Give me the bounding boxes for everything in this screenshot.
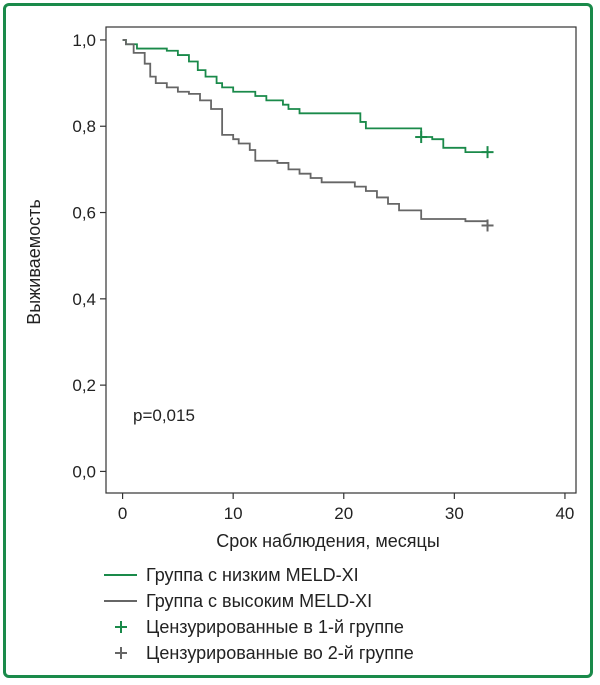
legend-entry: Группа с высоким MELD-XI bbox=[104, 591, 372, 611]
y-axis-label: Выживаемость bbox=[24, 199, 44, 324]
series-lines bbox=[122, 39, 489, 226]
legend: Группа с низким MELD-XI Группа с высоким … bbox=[104, 565, 414, 663]
y-tick-label: 0,2 bbox=[72, 376, 96, 395]
series-line-2 bbox=[122, 39, 489, 226]
legend-plus-swatch bbox=[115, 647, 127, 659]
x-tick-label: 10 bbox=[224, 504, 243, 523]
p-value-annotation: p=0,015 bbox=[133, 406, 195, 425]
legend-entry: Группа с низким MELD-XI bbox=[104, 565, 359, 585]
figure-frame bbox=[3, 3, 593, 678]
y-tick-label: 1,0 bbox=[72, 31, 96, 50]
legend-entry: Цензурированные в 1-й группе bbox=[115, 617, 404, 637]
y-tick-label: 0,0 bbox=[72, 462, 96, 481]
plot-area bbox=[105, 26, 577, 494]
legend-label: Группа с низким MELD-XI bbox=[146, 565, 359, 585]
legend-label: Цензурированные в 1-й группе bbox=[146, 617, 404, 637]
censored-markers bbox=[415, 131, 494, 232]
y-tick-label: 0,4 bbox=[72, 290, 96, 309]
censored-marker-2 bbox=[481, 219, 494, 232]
censored-marker-1 bbox=[415, 131, 428, 144]
legend-plus-swatch bbox=[115, 621, 127, 633]
x-tick-label: 40 bbox=[555, 504, 574, 523]
x-axis-label: Срок наблюдения, месяцы bbox=[216, 531, 440, 551]
y-tick-label: 0,6 bbox=[72, 204, 96, 223]
legend-entry: Цензурированные во 2-й группе bbox=[115, 643, 414, 663]
x-tick-label: 20 bbox=[334, 504, 353, 523]
y-axis-ticks: 0,0 0,2 0,4 0,6 0,8 1,0 bbox=[72, 31, 106, 481]
x-tick-label: 0 bbox=[118, 504, 127, 523]
x-axis-ticks: 0 10 20 30 40 bbox=[118, 493, 574, 523]
legend-label: Цензурированные во 2-й группе bbox=[146, 643, 414, 663]
legend-label: Группа с высоким MELD-XI bbox=[146, 591, 372, 611]
x-tick-label: 30 bbox=[445, 504, 464, 523]
y-tick-label: 0,8 bbox=[72, 117, 96, 136]
series-line-1 bbox=[122, 39, 488, 154]
censored-marker-1 bbox=[481, 146, 494, 159]
